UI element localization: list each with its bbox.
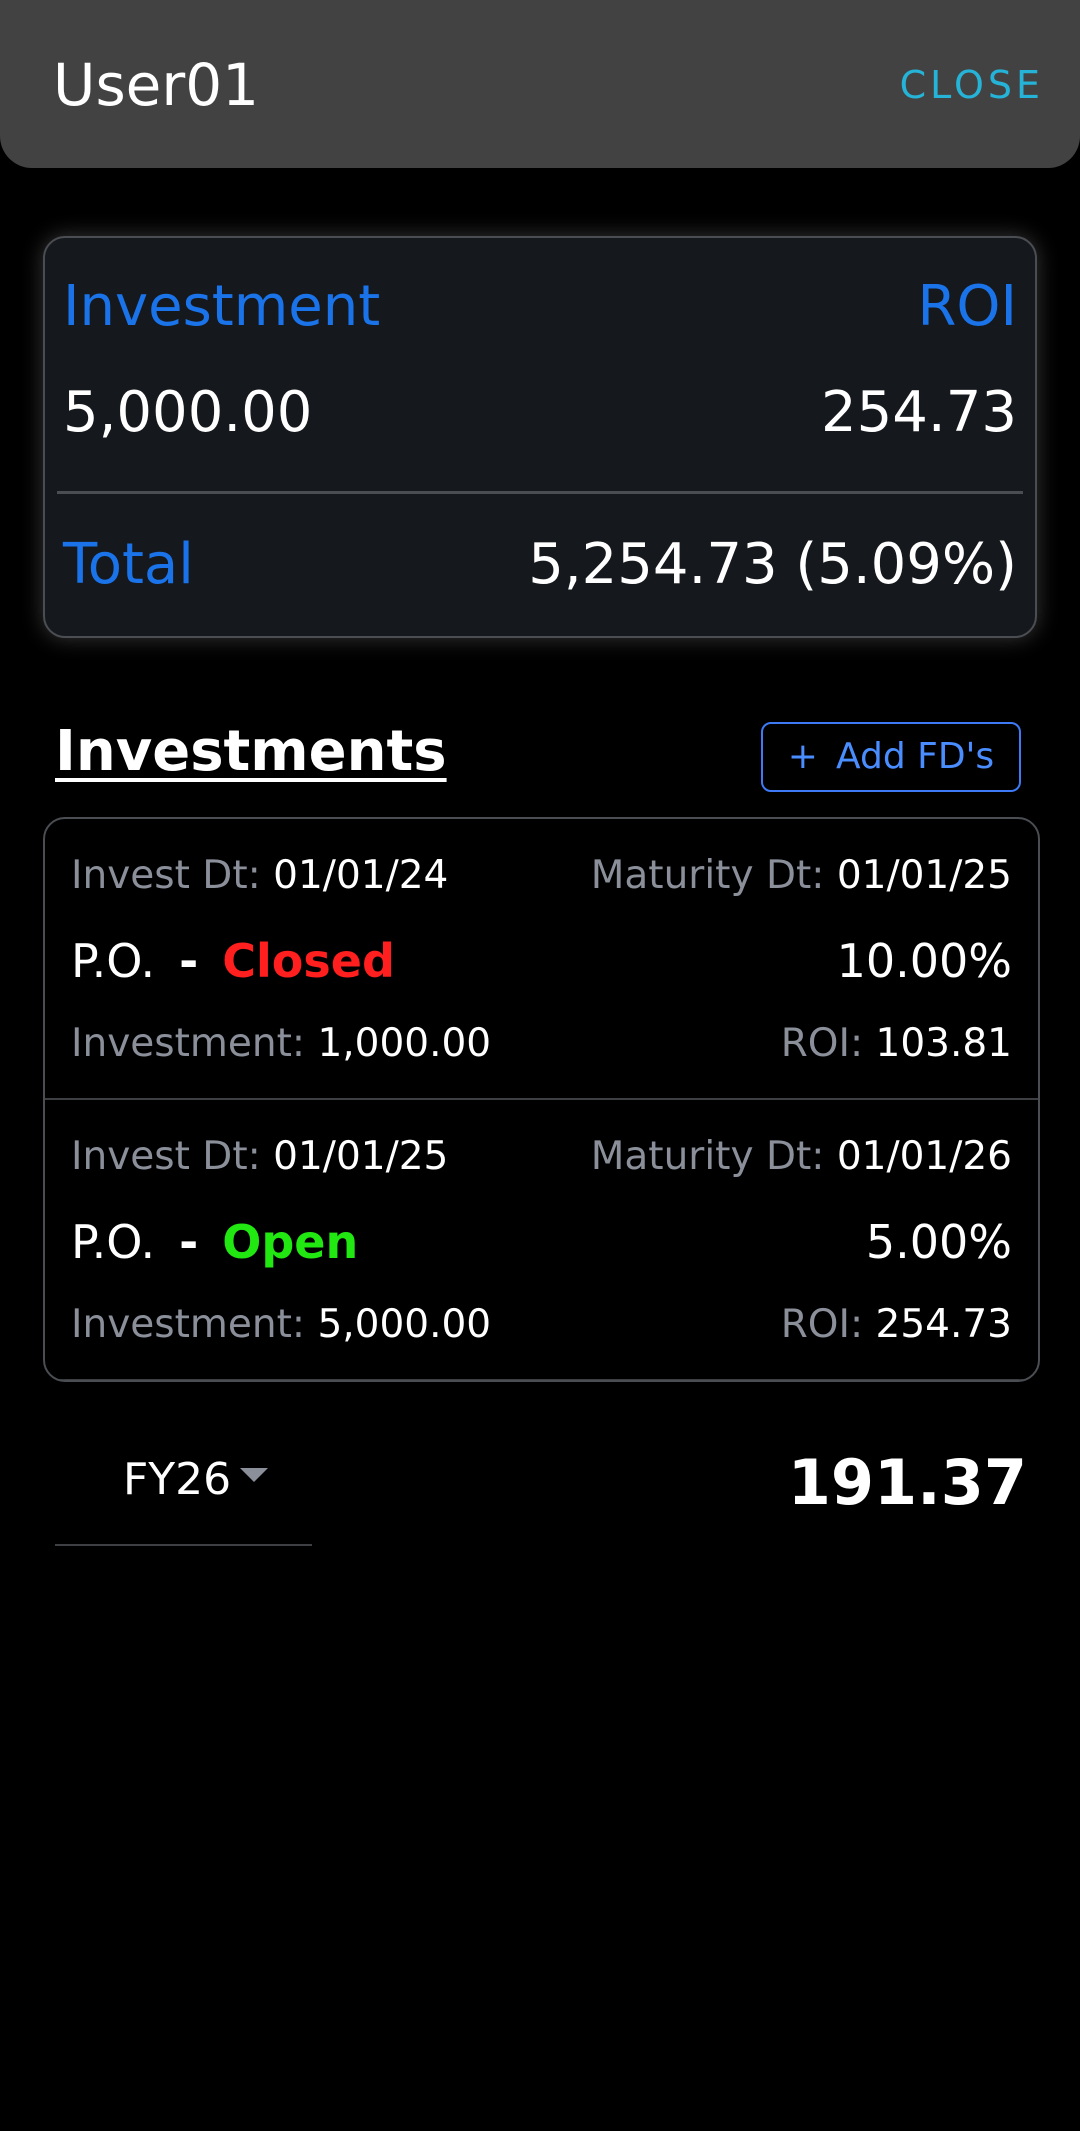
maturity-date-label: Maturity Dt: — [590, 1134, 825, 1179]
user-title: User01 — [53, 51, 260, 119]
total-value: 5,254.73 (5.09%) — [528, 532, 1017, 597]
investment-amount: 5,000.00 — [317, 1302, 492, 1347]
summary-divider — [57, 491, 1023, 494]
invest-date: 01/01/24 — [273, 853, 449, 898]
investment-item[interactable]: Invest Dt: 01/01/24 Maturity Dt: 01/01/2… — [45, 819, 1038, 1100]
investment-label: Investment — [63, 274, 381, 339]
total-label: Total — [63, 532, 194, 597]
scheme-name: P.O. — [71, 934, 156, 988]
add-fd-button[interactable]: + Add FD's — [761, 722, 1021, 792]
maturity-date: 01/01/26 — [836, 1134, 1012, 1179]
roi-amount-label: ROI: — [780, 1021, 864, 1066]
maturity-date: 01/01/25 — [836, 853, 1012, 898]
fiscal-year-dropdown[interactable]: FY26 — [55, 1430, 312, 1546]
roi-amount-label: ROI: — [780, 1302, 864, 1347]
investment-list: Invest Dt: 01/01/24 Maturity Dt: 01/01/2… — [43, 817, 1040, 1382]
caret-down-icon — [240, 1468, 268, 1482]
invest-date-label: Invest Dt: — [71, 1134, 261, 1179]
maturity-date-label: Maturity Dt: — [590, 853, 825, 898]
separator: - — [179, 1215, 199, 1269]
status-badge: Open — [222, 1215, 359, 1269]
scheme-name: P.O. — [71, 1215, 156, 1269]
add-fd-label: Add FD's — [835, 736, 995, 777]
invest-date-label: Invest Dt: — [71, 853, 261, 898]
close-button[interactable]: CLOSE — [899, 63, 1044, 107]
investment-amount-label: Investment: — [71, 1302, 306, 1347]
interest-rate: 5.00% — [865, 1215, 1012, 1269]
roi-amount: 254.73 — [875, 1302, 1012, 1347]
roi-value: 254.73 — [821, 380, 1017, 445]
roi-amount: 103.81 — [875, 1021, 1012, 1066]
investment-amount-label: Investment: — [71, 1021, 306, 1066]
fiscal-year-total: 191.37 — [787, 1446, 1027, 1519]
investment-item[interactable]: Invest Dt: 01/01/25 Maturity Dt: 01/01/2… — [45, 1100, 1038, 1380]
plus-icon: + — [787, 736, 818, 777]
interest-rate: 10.00% — [836, 934, 1012, 988]
investment-amount: 1,000.00 — [317, 1021, 492, 1066]
status-badge: Closed — [222, 934, 395, 988]
top-bar: User01 CLOSE — [0, 0, 1080, 168]
separator: - — [179, 934, 199, 988]
fiscal-year-value: FY26 — [123, 1454, 232, 1505]
summary-card: Investment ROI 5,000.00 254.73 Total 5,2… — [43, 236, 1037, 638]
invest-date: 01/01/25 — [273, 1134, 449, 1179]
investment-value: 5,000.00 — [63, 380, 313, 445]
roi-label: ROI — [917, 274, 1017, 339]
investments-heading: Investments — [55, 719, 447, 784]
